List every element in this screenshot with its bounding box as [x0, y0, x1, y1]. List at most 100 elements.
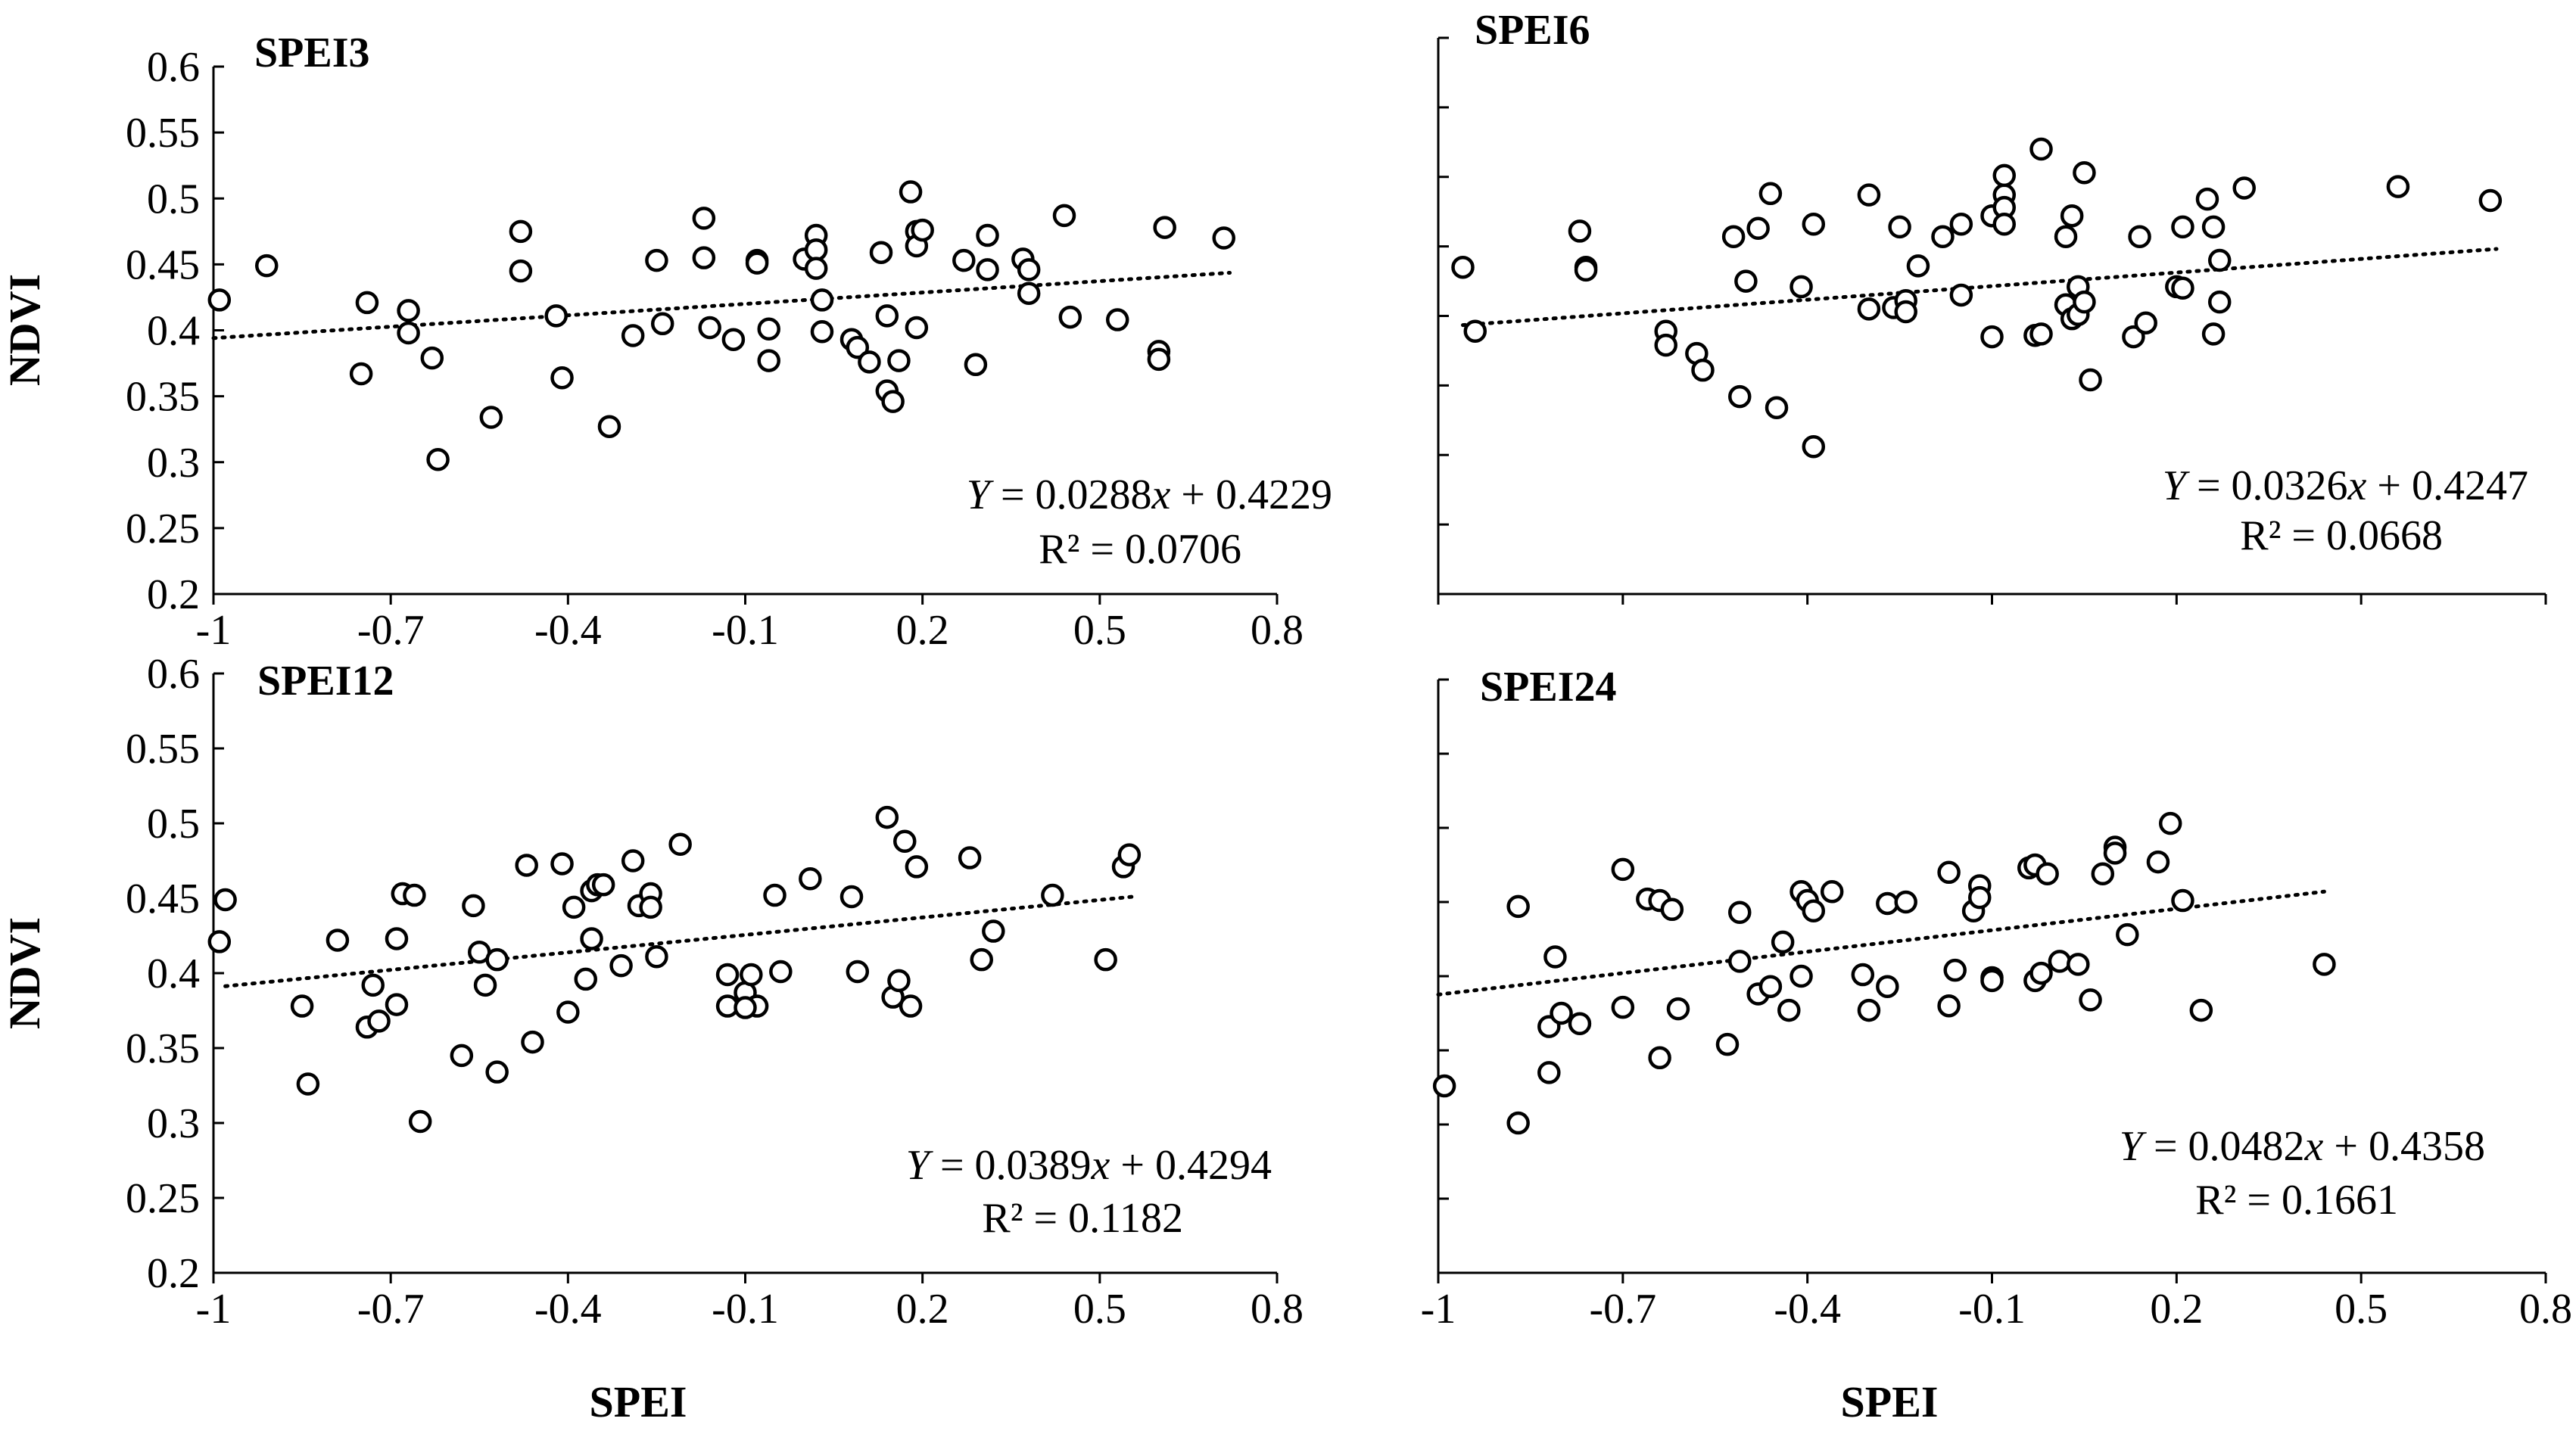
data-point: [621, 324, 645, 347]
data-point: [420, 346, 444, 370]
data-point: [1931, 225, 1955, 249]
data-point: [1117, 843, 1142, 866]
data-point: [1041, 883, 1064, 907]
y-tick-label: 0.4: [147, 950, 200, 997]
data-point: [1432, 1074, 1456, 1098]
data-point: [846, 960, 870, 984]
data-point: [1568, 1012, 1592, 1035]
data-point: [757, 349, 780, 372]
data-point: [715, 963, 740, 987]
data-point: [349, 362, 373, 386]
data-point: [2207, 248, 2232, 272]
data-point: [2386, 175, 2410, 198]
data-point: [1906, 254, 1930, 278]
data-point: [2116, 922, 2139, 947]
data-point: [668, 832, 692, 856]
data-point: [2189, 998, 2213, 1022]
data-point: [1802, 899, 1826, 923]
data-point: [639, 895, 662, 919]
data-point: [2478, 188, 2503, 213]
x-tick-label: -1: [196, 1286, 232, 1333]
data-point: [769, 960, 793, 984]
x-tick-label: -0.4: [1774, 1286, 1841, 1333]
data-point: [1568, 219, 1592, 243]
panel-title: SPEI3: [254, 30, 370, 76]
data-point: [597, 415, 621, 438]
y-tick-label: 0.5: [147, 176, 200, 222]
data-point: [473, 973, 497, 997]
data-point: [207, 930, 232, 953]
data-point: [2073, 160, 2096, 185]
trend-line: [1461, 247, 2499, 328]
data-point: [645, 944, 668, 969]
data-point: [2029, 961, 2053, 985]
data-point: [1758, 182, 1783, 206]
data-point: [1802, 434, 1826, 459]
data-point: [1147, 347, 1171, 372]
y-tick-label: 0.2: [147, 1250, 200, 1297]
data-point: [450, 1044, 474, 1068]
data-point: [213, 888, 237, 912]
data-point: [385, 993, 409, 1016]
r-squared: R² = 0.1182: [982, 1195, 1183, 1242]
x-tick-label: 0.2: [896, 607, 949, 654]
data-point: [1728, 384, 1752, 409]
data-point: [1153, 216, 1176, 239]
y-axis-title: NDVI: [0, 274, 49, 386]
data-point: [893, 829, 917, 854]
data-point: [1992, 163, 2017, 188]
data-point: [479, 406, 503, 429]
x-tick-label: -1: [196, 607, 232, 654]
data-point: [544, 304, 568, 328]
data-point: [2036, 862, 2059, 886]
data-point: [976, 223, 999, 247]
data-point: [2073, 290, 2096, 314]
data-point: [1980, 969, 2004, 993]
x-axis-title: SPEI: [590, 1377, 687, 1426]
y-tick-label: 0.6: [147, 44, 200, 91]
data-point: [574, 967, 597, 991]
data-point: [1771, 930, 1795, 954]
data-point: [2195, 187, 2219, 211]
data-point: [2091, 862, 2115, 886]
data-point: [2103, 841, 2127, 865]
data-point: [403, 883, 426, 907]
x-tick-label: 0.2: [896, 1286, 949, 1333]
data-point: [2122, 325, 2145, 349]
data-point: [1550, 1001, 1573, 1025]
data-point: [804, 257, 828, 280]
x-tick-label: 0.5: [1073, 607, 1126, 654]
data-point: [976, 258, 999, 282]
y-tick-label: 0.25: [126, 505, 200, 552]
data-point: [609, 953, 633, 978]
data-point: [1611, 995, 1635, 1019]
data-point: [1611, 857, 1635, 882]
data-point: [462, 894, 485, 918]
x-tick-label: -0.7: [357, 1286, 425, 1333]
data-point: [899, 994, 923, 1018]
data-point: [550, 365, 574, 390]
data-point: [2029, 137, 2053, 161]
data-point: [1980, 325, 2004, 349]
data-point: [2171, 888, 2194, 913]
data-point: [1451, 255, 1475, 279]
data-point: [2201, 215, 2226, 239]
data-point: [2313, 953, 2336, 976]
y-tick-label: 0.25: [126, 1175, 200, 1222]
data-point: [740, 963, 763, 987]
y-tick-label: 0.4: [147, 308, 200, 355]
panel-title: SPEI6: [1475, 7, 1590, 54]
data-point: [1888, 215, 1911, 239]
data-point: [1857, 998, 1881, 1022]
data-point: [1728, 901, 1752, 924]
x-tick-label: -1: [1421, 1286, 1456, 1333]
data-point: [397, 321, 420, 345]
data-point: [1777, 998, 1801, 1022]
data-point: [645, 248, 668, 272]
y-tick-label: 0.5: [147, 801, 200, 848]
data-point: [1789, 964, 1813, 988]
data-point: [562, 895, 586, 919]
data-point: [550, 852, 574, 876]
data-point: [1574, 258, 1598, 282]
data-point: [1666, 997, 1690, 1021]
